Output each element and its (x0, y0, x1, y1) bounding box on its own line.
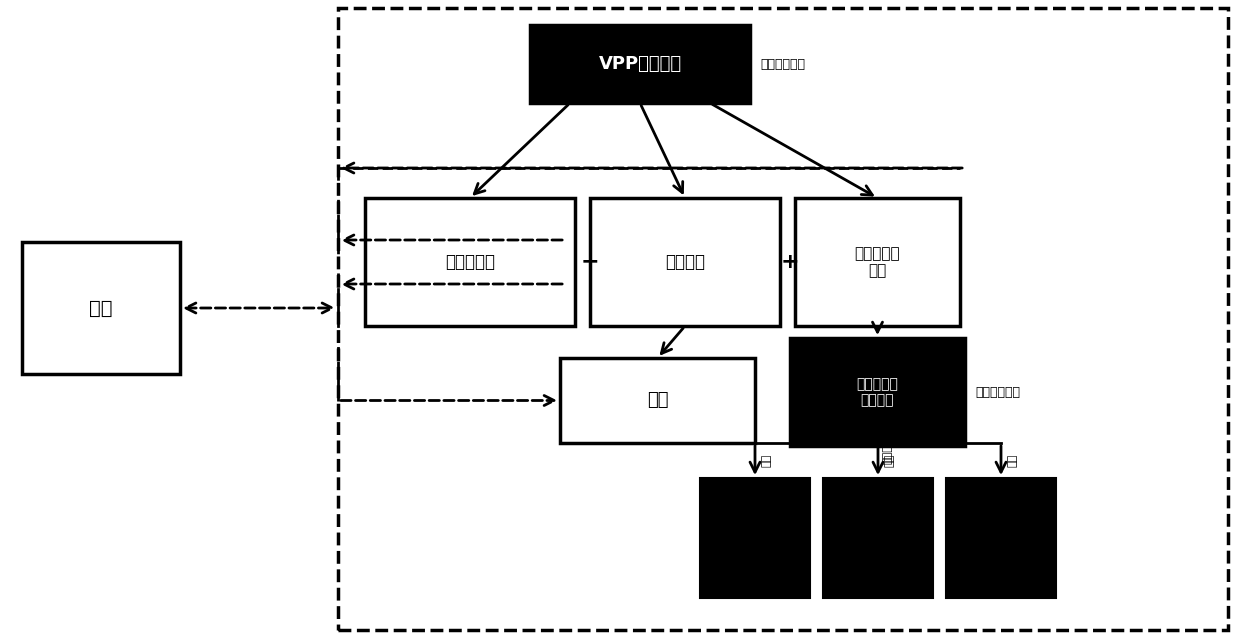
Bar (701, 478, 810, 598)
Text: VPP调控中心: VPP调控中心 (599, 55, 682, 73)
Text: 实现二层调控: 实现二层调控 (975, 385, 1021, 399)
Text: 高頻: 高頻 (1008, 454, 1018, 467)
Bar (365, 198, 575, 326)
Bar (529, 25, 750, 103)
Bar (560, 358, 755, 443)
Text: 多类型储能
调控系统: 多类型储能 调控系统 (857, 377, 899, 407)
Text: 中頻: 中頻 (885, 454, 895, 467)
Text: 分布式光伏: 分布式光伏 (445, 253, 495, 271)
Bar (946, 478, 1056, 598)
Text: 负荷: 负荷 (647, 392, 668, 410)
Bar (339, 8, 1228, 630)
Bar (823, 478, 932, 598)
Text: 实现一层调控: 实现一层调控 (760, 58, 805, 71)
Bar (22, 242, 180, 374)
Text: 电网: 电网 (89, 299, 113, 317)
Text: 频域分解算法: 频域分解算法 (883, 424, 893, 464)
Bar (795, 198, 960, 326)
Text: +: + (781, 252, 800, 272)
Text: +: + (580, 252, 599, 272)
Bar (590, 198, 780, 326)
Bar (790, 338, 965, 446)
Text: 低頻: 低頻 (763, 454, 773, 467)
Text: 多类型储能
系统: 多类型储能 系统 (854, 246, 900, 278)
Text: 燃气轮机: 燃气轮机 (665, 253, 706, 271)
